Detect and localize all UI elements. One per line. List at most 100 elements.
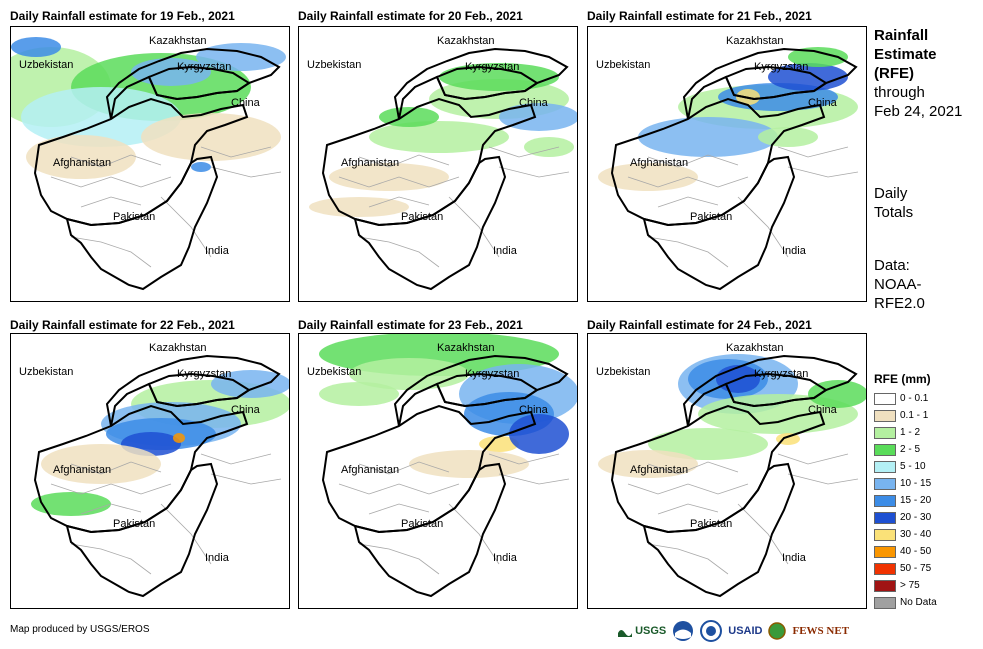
legend-title: RFE (mm) [874,372,931,386]
place-label-pakistan: Pakistan [690,211,733,223]
legend-label: 1 - 2 [900,427,921,438]
legend-item: No Data [874,594,937,611]
province-boundary [80,503,142,515]
rainfall-area [309,197,409,217]
rainfall-map [11,37,286,291]
rainfall-map [31,354,289,598]
province-boundary [50,176,172,188]
legend-item: 0.1 - 1 [874,407,937,424]
province-boundary [358,236,440,268]
country-boundary [65,155,219,291]
credit-text: Map produced by USGS/EROS [10,624,150,635]
legend-item: 40 - 50 [874,543,937,560]
province-boundary [50,483,172,495]
place-label-kyrgyzstan: Kyrgyzstan [177,368,232,380]
place-label-uzbekistan: Uzbekistan [596,366,651,378]
legend-swatch [874,579,896,592]
rainfall-map [319,334,577,598]
place-label-afghanistan: Afghanistan [341,157,400,169]
rainfall-area [479,436,519,452]
daily-line1: Daily [874,185,908,202]
place-label-afghanistan: Afghanistan [630,464,689,476]
fewsnet-globe-icon [768,622,787,640]
rainfall-area [41,444,161,484]
rainfall-area [26,135,136,179]
rainfall-area [349,358,469,390]
place-label-afghanistan: Afghanistan [53,157,112,169]
province-boundary [657,503,719,515]
province-boundary [647,543,729,575]
legend-label: 0.1 - 1 [900,410,929,421]
rainfall-area [758,127,818,147]
province-boundary [160,196,212,258]
side-title-line3: (RFE) [874,65,914,82]
place-label-india: India [782,552,806,564]
province-boundary [200,453,272,465]
legend-swatch [874,494,896,507]
data-line3: RFE2.0 [874,295,925,312]
place-label-pakistan: Pakistan [690,518,733,530]
legend-item: 5 - 10 [874,458,937,475]
rainfall-area [648,428,768,460]
legend-swatch [874,392,896,405]
usgs-logo: USGS [618,625,666,638]
legend-label: 2 - 5 [900,444,921,455]
legend-label: 30 - 40 [900,529,932,540]
place-label-kyrgyzstan: Kyrgyzstan [465,368,520,380]
rfe-legend: RFE (mm) 0 - 0.1 0.1 - 1 1 - 2 2 - 5 5 - 10 1… [874,372,937,611]
fewsnet-logo: FEWS NET [792,625,850,637]
country-boundary [642,462,796,598]
legend-item: > 75 [874,577,937,594]
place-label-india: India [782,245,806,257]
place-label-china: China [519,404,548,416]
panel-title-feb22: Daily Rainfall estimate for 22 Feb., 202… [10,318,235,332]
province-boundary [737,503,789,565]
place-label-uzbekistan: Uzbekistan [307,366,362,378]
province-boundary [160,503,212,565]
rainfall-area [788,47,848,67]
legend-swatch [874,596,896,609]
map-feb24: Kazakhstan Uzbekistan Kyrgyzstan China Afgha… [587,333,867,609]
panel-title-feb23: Daily Rainfall estimate for 23 Feb., 202… [298,318,523,332]
place-label-afghanistan: Afghanistan [630,157,689,169]
province-boundary [358,543,440,575]
legend-swatch [874,426,896,439]
legend-item: 10 - 15 [874,475,937,492]
side-title-line2: Estimate [874,46,937,63]
legend-swatch [874,460,896,473]
place-label-china: China [519,97,548,109]
country-boundary [105,47,281,120]
legend-item: 20 - 30 [874,509,937,526]
rainfall-area [439,63,559,91]
daily-line2: Totals [874,204,914,221]
rainfall-area [319,382,399,406]
map-feb19: Kazakhstan Uzbekistan Kyrgyzstan China Afgha… [10,26,290,302]
country-boundary [105,354,281,427]
province-boundary [338,483,460,495]
legend-swatch [874,545,896,558]
country-boundary [682,354,858,427]
usgs-wave-icon [618,630,632,638]
province-boundary [80,196,142,208]
legend-swatch [874,409,896,422]
legend-label: 40 - 50 [900,546,932,557]
legend-item: 15 - 20 [874,492,937,509]
rainfall-area [524,137,574,157]
province-boundary [368,503,430,515]
legend-item: 2 - 5 [874,441,937,458]
place-label-kazakhstan: Kazakhstan [726,35,784,47]
place-label-india: India [493,245,517,257]
country-boundary [65,462,219,598]
rainfall-area [211,370,289,398]
legend-label: 15 - 20 [900,495,932,506]
rainfall-area [31,492,111,516]
province-boundary [498,166,570,178]
side-title-line4: through [874,84,925,101]
place-label-pakistan: Pakistan [401,518,444,530]
province-boundary [777,146,849,158]
place-label-uzbekistan: Uzbekistan [19,59,74,71]
province-boundary [647,461,739,475]
place-label-china: China [231,97,260,109]
side-title-line1: Rainfall [874,27,929,44]
map-feb23: Kazakhstan Uzbekistan Kyrgyzstan China Afgha… [298,333,578,609]
